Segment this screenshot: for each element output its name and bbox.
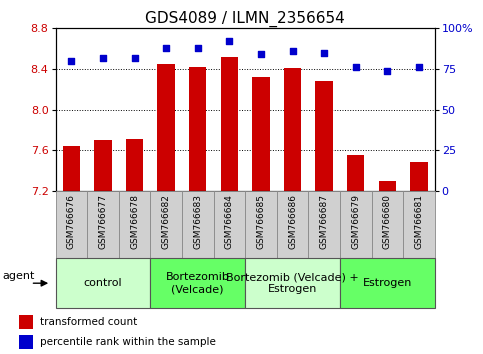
- Bar: [126, 139, 143, 191]
- Bar: [245, 258, 340, 308]
- Bar: [119, 191, 150, 258]
- Text: transformed count: transformed count: [40, 317, 137, 327]
- Text: GSM766676: GSM766676: [67, 194, 76, 249]
- Bar: [277, 191, 308, 258]
- Point: [352, 64, 359, 70]
- Text: agent: agent: [3, 271, 35, 281]
- Point: [131, 55, 139, 61]
- Text: GSM766681: GSM766681: [414, 194, 424, 249]
- Point: [68, 58, 75, 64]
- Text: GSM766679: GSM766679: [351, 194, 360, 249]
- Text: GSM766677: GSM766677: [99, 194, 107, 249]
- Bar: [284, 68, 301, 191]
- Bar: [410, 162, 427, 191]
- Bar: [252, 77, 270, 191]
- Text: GSM766686: GSM766686: [288, 194, 297, 249]
- Text: GSM766685: GSM766685: [256, 194, 266, 249]
- Bar: [403, 191, 435, 258]
- Title: GDS4089 / ILMN_2356654: GDS4089 / ILMN_2356654: [145, 11, 345, 27]
- Bar: [371, 191, 403, 258]
- Bar: [189, 67, 206, 191]
- Point: [162, 45, 170, 51]
- Text: GSM766684: GSM766684: [225, 194, 234, 249]
- Text: GSM766687: GSM766687: [320, 194, 328, 249]
- Text: GSM766683: GSM766683: [193, 194, 202, 249]
- Point: [194, 45, 201, 51]
- Bar: [63, 147, 80, 191]
- Bar: [87, 191, 119, 258]
- Bar: [340, 191, 371, 258]
- Point: [226, 39, 233, 44]
- Text: percentile rank within the sample: percentile rank within the sample: [40, 337, 216, 347]
- Bar: [150, 191, 182, 258]
- Bar: [308, 191, 340, 258]
- Bar: [94, 140, 112, 191]
- Bar: [340, 258, 435, 308]
- Bar: [19, 335, 33, 348]
- Bar: [347, 155, 364, 191]
- Bar: [19, 315, 33, 329]
- Text: GSM766680: GSM766680: [383, 194, 392, 249]
- Bar: [245, 191, 277, 258]
- Bar: [213, 191, 245, 258]
- Point: [415, 64, 423, 70]
- Bar: [182, 191, 213, 258]
- Text: Bortezomib
(Velcade): Bortezomib (Velcade): [166, 272, 229, 294]
- Bar: [56, 191, 87, 258]
- Text: Estrogen: Estrogen: [363, 278, 412, 288]
- Point: [320, 50, 328, 56]
- Point: [99, 55, 107, 61]
- Text: GSM766678: GSM766678: [130, 194, 139, 249]
- Bar: [157, 64, 175, 191]
- Point: [289, 48, 297, 54]
- Bar: [56, 258, 150, 308]
- Point: [384, 68, 391, 74]
- Point: [257, 52, 265, 57]
- Text: control: control: [84, 278, 122, 288]
- Bar: [150, 258, 245, 308]
- Bar: [315, 81, 333, 191]
- Bar: [379, 181, 396, 191]
- Text: Bortezomib (Velcade) +
Estrogen: Bortezomib (Velcade) + Estrogen: [226, 272, 359, 294]
- Text: GSM766682: GSM766682: [162, 194, 170, 249]
- Bar: [221, 57, 238, 191]
